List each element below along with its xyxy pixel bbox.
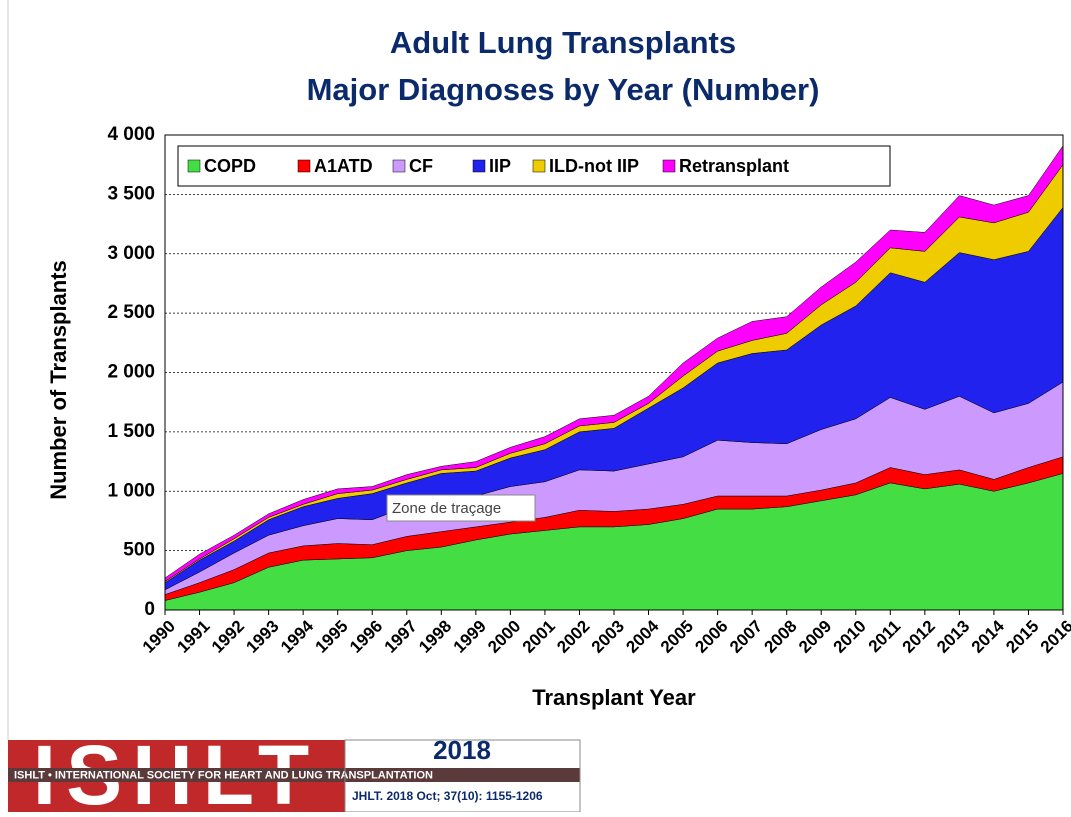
logo: ISHLT ISHLT • INTERNATIONAL SOCIETY FOR … — [8, 728, 581, 817]
x-tick-label: 2016 — [1037, 617, 1071, 657]
x-tick-label: 2001 — [519, 617, 559, 657]
legend-swatch — [472, 159, 486, 173]
y-tick-label: 2 500 — [107, 302, 155, 323]
x-tick-label: 2014 — [968, 616, 1009, 657]
x-tick-label: 1992 — [208, 617, 248, 657]
y-axis-label: Number of Transplants — [46, 260, 71, 500]
y-tick-label: 1 000 — [107, 480, 155, 501]
chart-subtitle: Major Diagnoses by Year (Number) — [307, 72, 820, 107]
x-tick-label: 2007 — [726, 617, 766, 657]
x-tick-label: 1993 — [242, 617, 282, 657]
legend-label: CF — [409, 156, 433, 176]
x-tick-label: 1991 — [173, 617, 213, 657]
x-tick-label: 2004 — [622, 616, 663, 657]
legend-label: IIP — [489, 156, 511, 176]
legend-label: A1ATD — [314, 156, 373, 176]
x-tick-label: 2002 — [553, 617, 593, 657]
x-tick-label: 1999 — [450, 617, 490, 657]
year: 2018 — [433, 735, 491, 765]
y-tick-label: 3 500 — [107, 183, 155, 204]
legend-label: COPD — [204, 156, 256, 176]
y-tick-label: 1 500 — [107, 421, 155, 442]
legend: COPD A1ATD CF IIP ILD-not IIP Retransplant — [177, 145, 891, 187]
x-tick-label: 1998 — [415, 617, 455, 657]
x-tick-label: 2010 — [830, 617, 870, 657]
y-tick-label: 500 — [123, 540, 155, 561]
tooltip-box — [386, 494, 536, 522]
citation: JHLT. 2018 Oct; 37(10): 1155-1206 — [352, 789, 543, 803]
chart-title: Adult Lung Transplants — [390, 25, 736, 60]
legend-swatch — [532, 159, 546, 173]
x-tick-label: 2005 — [657, 617, 697, 657]
x-tick-label: 2009 — [795, 617, 835, 657]
legend-label: Retransplant — [679, 156, 789, 176]
x-tick-label: 2006 — [691, 617, 731, 657]
society-band — [8, 768, 580, 782]
x-tick-label: 1990 — [139, 617, 179, 657]
x-tick-label: 2013 — [933, 617, 973, 657]
x-tick-label: 2003 — [588, 617, 628, 657]
society-name: ISHLT • INTERNATIONAL SOCIETY FOR HEART … — [14, 769, 433, 781]
x-axis-label: Transplant Year — [532, 685, 696, 710]
plot-area: 0 500 1 000 1 500 2 000 2 500 3 000 3 500 4 000 1… — [107, 124, 1071, 657]
y-tick-label: 0 — [144, 599, 155, 620]
legend-swatch — [187, 159, 201, 173]
tooltip-text: Zone de traçage — [392, 500, 501, 517]
x-tick-label: 1995 — [312, 617, 352, 657]
x-tick-label: 2015 — [1002, 617, 1042, 657]
legend-swatch — [662, 159, 676, 173]
x-tick-label: 2012 — [899, 617, 939, 657]
x-tick-label: 1997 — [381, 617, 421, 657]
y-tick-label: 2 000 — [107, 362, 155, 383]
y-tick-label: 3 000 — [107, 243, 155, 264]
x-tick-label: 1996 — [346, 617, 386, 657]
legend-label: ILD-not IIP — [549, 156, 639, 176]
x-tick-label: 1994 — [277, 616, 318, 657]
x-tick-label: 2011 — [865, 617, 905, 657]
legend-swatch — [392, 159, 406, 173]
x-tick-label: 2000 — [484, 617, 524, 657]
x-tick-label: 2008 — [761, 617, 801, 657]
legend-swatch — [297, 159, 311, 173]
y-tick-label: 4 000 — [107, 124, 155, 145]
tooltip: Zone de traçage — [386, 494, 536, 522]
